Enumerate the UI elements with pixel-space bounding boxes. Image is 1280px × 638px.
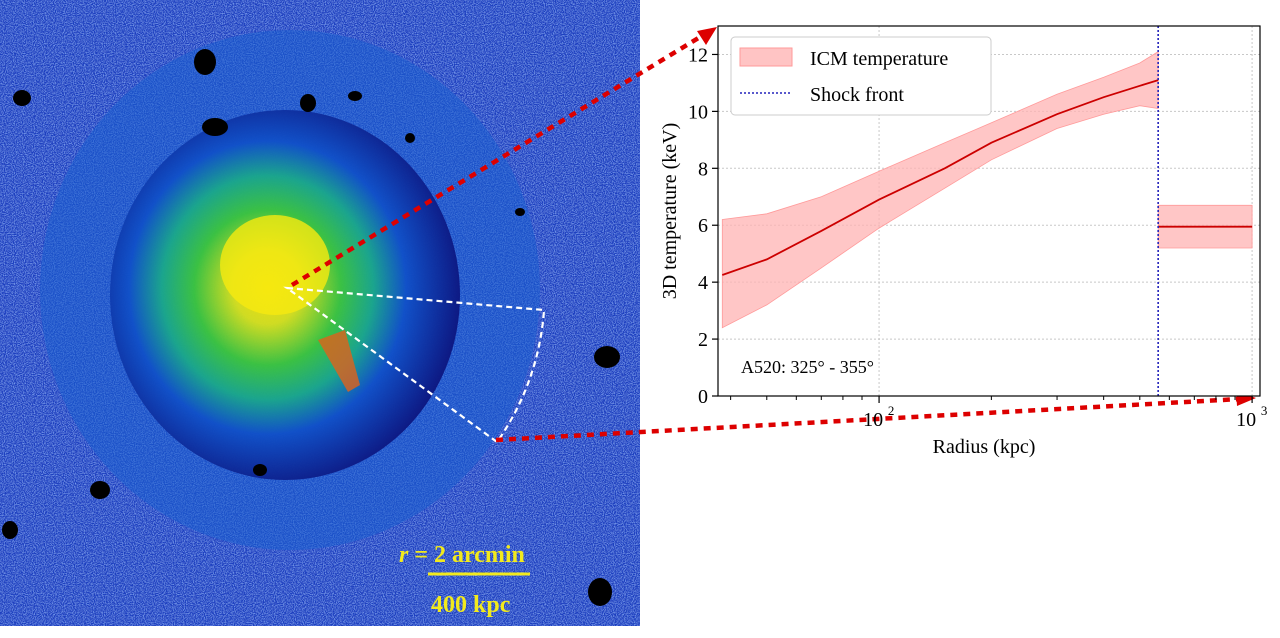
y-tick-label: 6 <box>698 215 708 237</box>
xray-bullet-feature <box>318 330 360 392</box>
y-tick-label: 8 <box>698 158 708 180</box>
plot-content <box>721 26 1253 396</box>
legend-box <box>730 36 992 116</box>
connector-arrow-top <box>290 32 707 287</box>
scale-radius-label: r = 2 arcmin <box>399 542 525 568</box>
y-axis-label: 3D temperature (keV) <box>659 123 681 300</box>
masked-point-sources <box>2 49 620 606</box>
y-tick-label: 12 <box>688 44 708 66</box>
y-tick-label: 10 <box>688 101 708 123</box>
legend-swatch-icm <box>739 47 793 67</box>
sector-region <box>283 286 546 444</box>
x-tick-exponent: 2 <box>888 403 895 418</box>
x-tick-label: 10 <box>863 409 883 431</box>
y-tick-label: 2 <box>698 329 708 351</box>
plot-frame <box>717 25 1261 397</box>
legend: ICM temperature Shock front <box>730 36 992 116</box>
x-tick-exponent: 3 <box>1261 403 1268 418</box>
scale-length-label: 400 kpc <box>431 592 511 618</box>
legend-label-shock: Shock front <box>810 84 904 106</box>
x-axis-label: Radius (kpc) <box>933 436 1036 458</box>
y-tick-label: 4 <box>698 272 708 294</box>
legend-label-icm: ICM temperature <box>810 48 948 70</box>
uncertainty-band-0 <box>721 50 1159 329</box>
xray-core <box>220 215 330 315</box>
arrowhead-top <box>697 27 717 45</box>
ticks: 0 2 4 6 8 10 12 10 2 10 3 <box>688 44 1267 431</box>
y-tick-label: 0 <box>698 386 708 408</box>
temperature-chart: 0 2 4 6 8 10 12 10 2 10 3 Radius (kpc) 3D temperat… <box>659 25 1267 458</box>
x-tick-label: 10 <box>1236 409 1256 431</box>
sector-annotation: A520: 325° - 355° <box>741 357 874 377</box>
xray-image-panel: r = 2 arcmin 400 kpc <box>0 0 640 626</box>
temperature-line-0 <box>722 79 1159 276</box>
